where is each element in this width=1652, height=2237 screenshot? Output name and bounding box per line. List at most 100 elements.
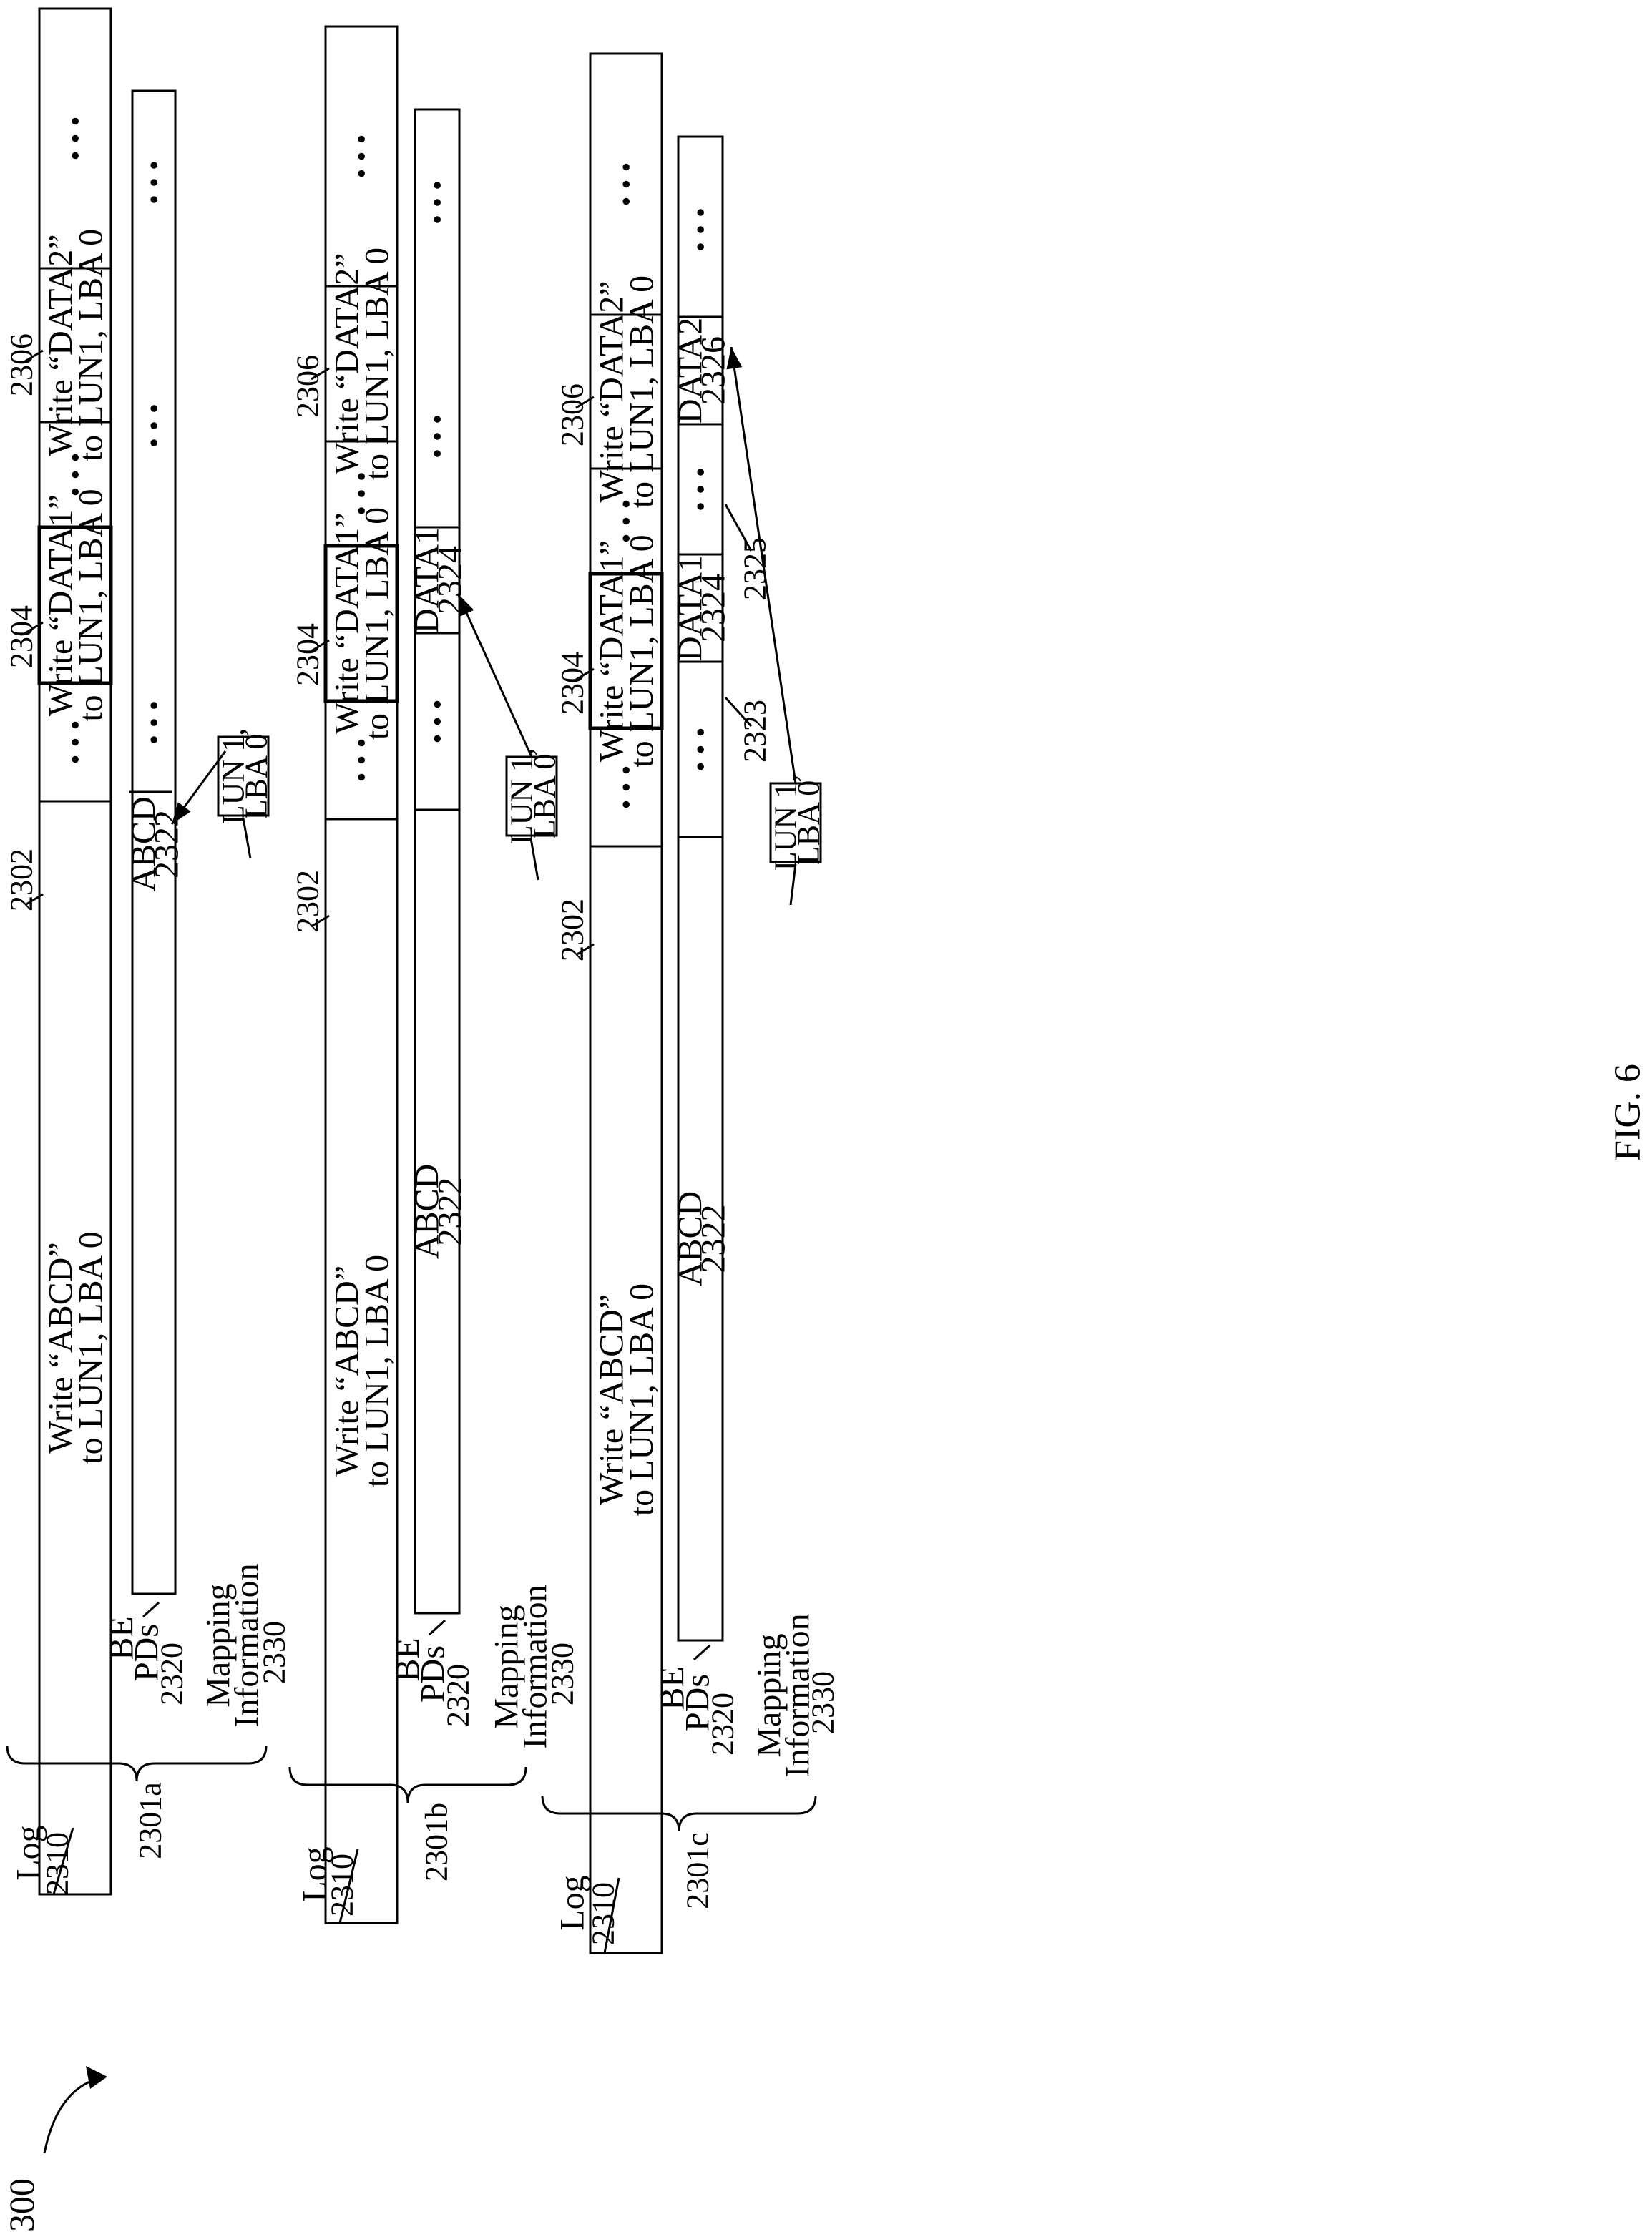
mapping-lun: LUN 1, (216, 728, 251, 824)
log-column: Write “ABCD”to LUN1, LBA 0• • •Write “DA… (37, 7, 113, 1896)
figure-number: 2300 (1, 2178, 41, 2233)
log-column: Write “ABCD” to LUN1, LBA 0 • • • Write “DA… (588, 52, 664, 1954)
panel-label: 2301c (680, 1832, 715, 1909)
log-entry-2304 (588, 572, 664, 730)
be-ellipsis: • • • (138, 403, 170, 448)
ref-leader (311, 367, 330, 381)
ref-2320: 2320 (705, 1693, 741, 1756)
mapping-lba: LBA 0 (239, 734, 274, 819)
mapping-label-info: Information (779, 1613, 817, 1777)
be-cell-text: ABCD (409, 1164, 446, 1259)
arrow-head (458, 594, 474, 617)
log-entry-write: Write “ABCD” (328, 1266, 366, 1477)
figure-number-arrow (43, 2066, 107, 2154)
be-cell-ref: 2322 (695, 1205, 733, 1273)
ref-2304: 2304 (555, 652, 590, 715)
panel-2301c: Write “ABCD” to LUN1, LBA 0 • • • Write “DA… (541, 52, 841, 1954)
ref-leader (24, 893, 44, 906)
ref-leader (724, 696, 753, 728)
be-label: BE (103, 1616, 141, 1660)
ref-2304: 2304 (4, 605, 39, 668)
be-label-pds: PDs (128, 1624, 166, 1681)
ref-leader (24, 349, 44, 363)
mapping-lun: LUN 1, (504, 748, 539, 844)
mapping-lba: LBA 0 (527, 754, 562, 839)
be-cell-ref: 2324 (695, 574, 733, 642)
ref-leader (242, 818, 252, 859)
log-entry-2302 (589, 845, 663, 1954)
be-ellipsis: • • • (421, 180, 454, 225)
log-entry-write: Write “DATA1” (42, 494, 80, 716)
be-cell-ref: 2322 (148, 810, 186, 878)
be-label-pds: PDs (679, 1674, 717, 1731)
log-entry-write: Write “ABCD” (593, 1294, 631, 1505)
ref-2306: 2306 (555, 383, 590, 446)
be-cell-text: ABCD (125, 796, 163, 891)
ref-leader (142, 1601, 160, 1618)
log-entry-target: to LUN1, LBA 0 (358, 248, 396, 480)
mapping-info-box: LUN 1,LBA 0 (504, 748, 562, 844)
mapping-arrow (456, 593, 533, 758)
ref-leader (575, 943, 595, 956)
mapping-label: Mapping (751, 1633, 788, 1757)
arrow-head (726, 347, 743, 370)
panel-brace (6, 1745, 268, 1782)
be-ellipsis: • • • (685, 727, 717, 771)
mapping-arrow (726, 346, 797, 784)
log-entry-write: Write “DATA1” (328, 512, 366, 734)
ref-2330: 2330 (806, 1671, 841, 1734)
log-ellipsis: • • • (59, 452, 92, 496)
ref-2302: 2302 (4, 848, 39, 911)
be-outline (677, 135, 724, 1642)
ref-2330: 2330 (545, 1643, 580, 1705)
arrow-shaft (730, 346, 797, 784)
ref-2306: 2306 (290, 355, 326, 418)
log-entry-write: Write “ABCD” (42, 1242, 80, 1453)
ref-leader (693, 1644, 711, 1661)
ref-leader (428, 1619, 446, 1636)
ref-leader (575, 396, 595, 409)
ref-2306: 2306 (4, 333, 39, 396)
panel-brace (288, 1766, 527, 1803)
ref-leader (311, 639, 330, 652)
mapping-label: Mapping (200, 1583, 238, 1707)
log-label: Log (296, 1846, 334, 1901)
ref-leader (529, 838, 539, 881)
log-label: Log (554, 1875, 592, 1930)
log-entry-target: to LUN1, LBA 0 (623, 275, 661, 508)
ref-2330: 2330 (257, 1621, 292, 1684)
log-ellipsis: • • • (59, 720, 92, 764)
be-ellipsis: • • • (421, 699, 454, 743)
be-cell-ref: 2322 (431, 1178, 469, 1246)
ref-leader (311, 914, 330, 928)
log-entry-write: Write “DATA2” (42, 234, 80, 456)
log-entry-2306 (324, 285, 399, 443)
log-entry-write: Write “DATA2” (593, 280, 631, 502)
be-label: BE (654, 1666, 692, 1710)
log-entry-target: to LUN1, LBA 0 (358, 1255, 396, 1487)
be-ellipsis: • • • (685, 207, 717, 252)
be-outline (131, 89, 177, 1595)
ref-leader (603, 1877, 620, 1954)
be-cell-text: DATA1 (672, 555, 710, 661)
log-entry-target: to LUN1, LBA 0 (72, 1231, 110, 1464)
ref-2302: 2302 (290, 870, 326, 933)
log-entry-target: to LUN1, LBA 0 (72, 229, 110, 461)
ref-2323: 2323 (738, 700, 773, 763)
mapping-lba: LBA 0 (791, 780, 826, 866)
be-outline (414, 108, 461, 1615)
log-ellipsis: • • • (59, 116, 92, 160)
log-ellipsis: • • • (610, 765, 642, 809)
log-entry-2302 (324, 818, 399, 1924)
ref-leader (52, 1827, 74, 1895)
figure-label: FIG. 6 (1608, 1064, 1648, 1161)
log-entry-2306 (38, 267, 112, 424)
mapping-info-box: LUN 1,LBA 0 (216, 728, 274, 824)
panel-2301a: Write “ABCD”to LUN1, LBA 0• • •Write “DA… (4, 7, 292, 1896)
log-entry-2304 (323, 544, 399, 703)
be-ellipsis: • • • (685, 467, 717, 511)
log-entry-2306 (589, 313, 663, 470)
